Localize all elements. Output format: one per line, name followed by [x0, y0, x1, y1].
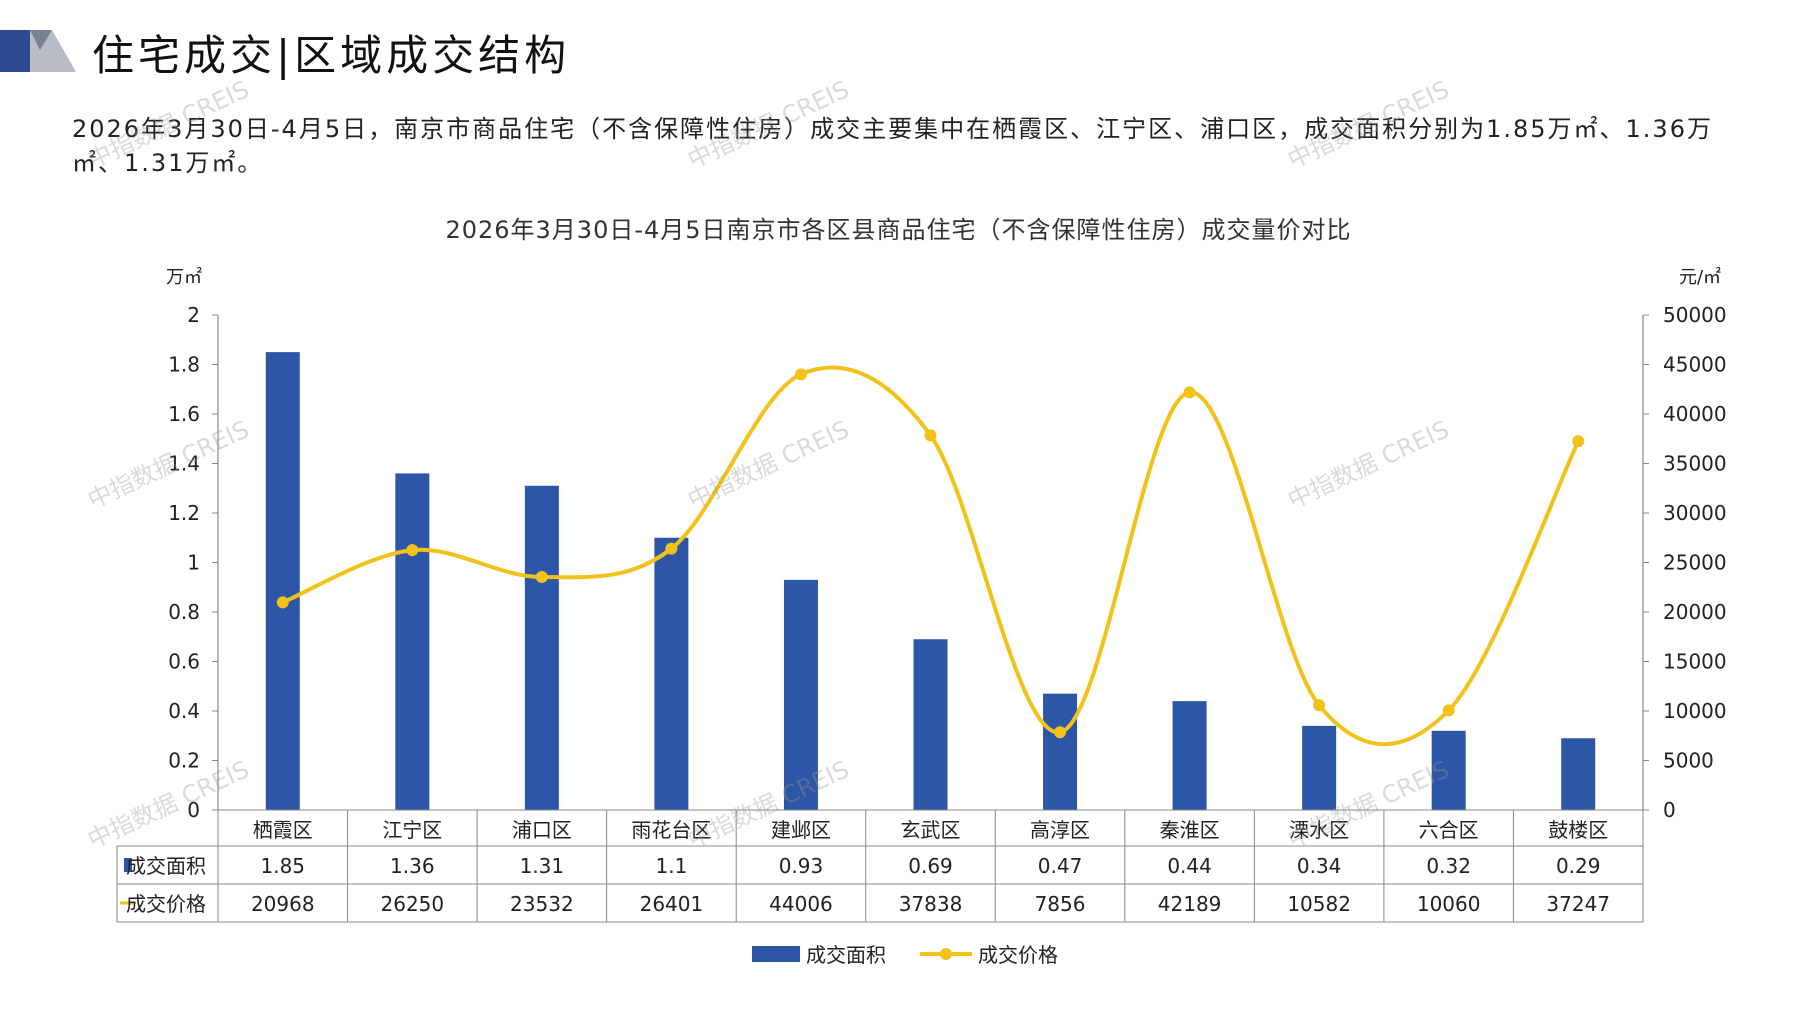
left-tick-label: 0: [187, 798, 200, 822]
category-label: 江宁区: [382, 818, 442, 842]
right-tick-label: 0: [1663, 798, 1676, 822]
right-tick-label: 10000: [1663, 699, 1727, 723]
bar-area: [524, 485, 559, 810]
page-title: 住宅成交|区域成交结构: [92, 31, 571, 80]
category-label: 高淳区: [1030, 818, 1090, 842]
category-label: 建邺区: [771, 818, 831, 842]
category-label: 栖霞区: [253, 818, 313, 842]
right-tick-label: 40000: [1663, 402, 1727, 426]
legend-area-swatch: [752, 946, 800, 962]
table-price-label: 成交价格: [126, 892, 206, 916]
left-tick-label: 1: [187, 551, 200, 575]
category-label: 秦淮区: [1160, 818, 1220, 842]
price-value-label: 26401: [640, 892, 704, 916]
price-point: [665, 542, 678, 555]
area-value-label: 0.47: [1038, 854, 1083, 878]
area-value-label: 0.29: [1556, 854, 1601, 878]
area-value-label: 0.34: [1297, 854, 1342, 878]
price-value-label: 42189: [1158, 892, 1222, 916]
price-point: [1054, 726, 1067, 739]
price-value-label: 7856: [1035, 892, 1086, 916]
area-value-label: 1.1: [656, 854, 688, 878]
area-value-label: 1.36: [390, 854, 435, 878]
price-value-label: 20968: [251, 892, 315, 916]
table-area-label: 成交面积: [126, 854, 206, 878]
price-value-label: 10060: [1417, 892, 1481, 916]
right-tick-label: 30000: [1663, 501, 1727, 525]
price-value-label: 37247: [1546, 892, 1610, 916]
summary-text: 2026年3月30日-4月5日，南京市商品住宅（不含保障性住房）成交主要集中在栖…: [72, 115, 1713, 177]
bar-area: [1561, 738, 1596, 810]
legend-price-marker: [940, 948, 952, 960]
left-tick-label: 1.2: [168, 501, 200, 525]
right-tick-label: 50000: [1663, 303, 1727, 327]
price-value-label: 10582: [1287, 892, 1351, 916]
price-value-label: 37838: [899, 892, 963, 916]
right-axis-unit: 元/㎡: [1679, 266, 1721, 288]
price-point: [1183, 386, 1196, 399]
left-tick-label: 0.8: [168, 600, 200, 624]
right-tick-label: 15000: [1663, 650, 1727, 674]
bar-area: [1431, 730, 1466, 810]
left-axis-unit: 万㎡: [166, 266, 202, 288]
right-tick-label: 5000: [1663, 749, 1714, 773]
price-point: [535, 571, 548, 584]
price-point: [1572, 435, 1585, 448]
chart-title: 2026年3月30日-4月5日南京市各区县商品住宅（不含保障性住房）成交量价对比: [445, 216, 1352, 244]
bar-area: [1043, 693, 1078, 810]
legend-price-label: 成交价格: [978, 943, 1058, 967]
price-point: [924, 429, 937, 442]
category-label: 雨花台区: [631, 818, 711, 842]
area-value-label: 1.85: [261, 854, 306, 878]
left-tick-label: 0.2: [168, 749, 200, 773]
area-value-label: 0.69: [908, 854, 953, 878]
category-label: 玄武区: [901, 818, 961, 842]
left-tick-label: 0.6: [168, 650, 200, 674]
category-label: 浦口区: [512, 818, 572, 842]
category-label: 鼓楼区: [1548, 818, 1608, 842]
right-tick-label: 45000: [1663, 353, 1727, 377]
left-tick-label: 1.4: [168, 452, 200, 476]
area-value-label: 1.31: [520, 854, 565, 878]
category-label: 六合区: [1419, 818, 1479, 842]
left-tick-label: 1.6: [168, 402, 200, 426]
area-value-label: 0.44: [1167, 854, 1212, 878]
bar-area: [395, 473, 430, 810]
price-point: [1313, 699, 1326, 712]
bar-area: [913, 639, 948, 810]
legend-area-label: 成交面积: [806, 943, 886, 967]
right-tick-label: 35000: [1663, 452, 1727, 476]
price-point: [406, 544, 419, 557]
price-point: [1442, 704, 1455, 717]
area-value-label: 0.32: [1426, 854, 1471, 878]
price-value-label: 23532: [510, 892, 574, 916]
right-tick-label: 25000: [1663, 551, 1727, 575]
left-tick-label: 2: [187, 303, 200, 327]
left-tick-label: 1.8: [168, 353, 200, 377]
category-label: 溧水区: [1289, 818, 1349, 842]
price-point: [276, 596, 289, 609]
price-value-label: 44006: [769, 892, 833, 916]
bar-area: [783, 579, 818, 810]
bar-area: [1302, 725, 1337, 810]
price-line: [282, 365, 1581, 747]
bar-area: [265, 352, 300, 810]
right-tick-label: 20000: [1663, 600, 1727, 624]
area-value-label: 0.93: [779, 854, 824, 878]
price-point: [794, 368, 807, 381]
bar-area: [1172, 701, 1207, 810]
logo-icon: [0, 30, 76, 72]
bar-area: [654, 537, 689, 810]
table-area-key: [124, 858, 132, 872]
left-tick-label: 0.4: [168, 699, 200, 723]
price-value-label: 26250: [381, 892, 445, 916]
